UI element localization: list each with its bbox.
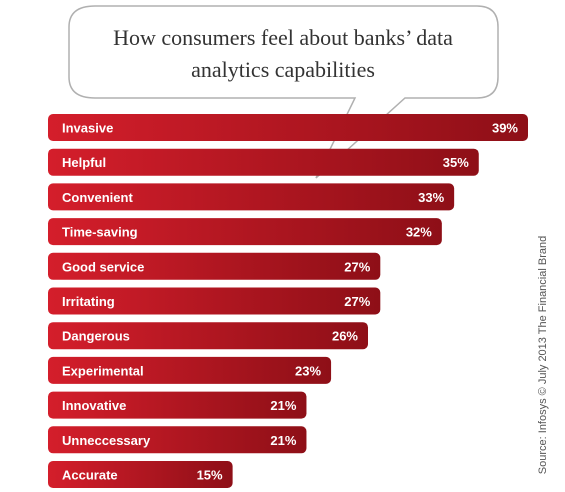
category-label: Accurate [62,468,118,483]
bar-time-saving [48,218,442,246]
bar-good-service [48,252,381,280]
category-label: Convenient [62,190,133,205]
bar-unneccessary [48,426,307,454]
category-label: Dangerous [62,329,130,344]
category-label: Irritating [62,294,115,309]
chart-title-line-2: analytics capabilities [191,57,375,82]
bar-irritating [48,287,381,315]
category-label: Unneccessary [62,433,151,448]
category-label: Experimental [62,363,144,378]
value-label: 26% [332,329,358,344]
value-label: 32% [406,225,432,240]
category-label: Invasive [62,121,113,136]
value-label: 15% [197,468,223,483]
category-label: Helpful [62,155,106,170]
value-label: 21% [270,398,296,413]
value-label: 33% [418,190,444,205]
bar-innovative [48,391,307,419]
source-note: Source: Infosys © July 2013 The Financia… [537,236,549,474]
value-label: 21% [270,433,296,448]
value-label: 39% [492,121,518,136]
bar-accurate [48,461,233,488]
category-label: Time-saving [62,225,138,240]
bar-experimental [48,356,332,384]
category-label: Innovative [62,398,126,413]
bar-dangerous [48,322,368,350]
value-label: 27% [344,294,370,309]
value-label: 35% [443,155,469,170]
bar-helpful [48,148,479,176]
bar-series: Invasive 39% Helpful 35% Convenient 33% Time-s… [48,114,528,488]
value-label: 27% [344,259,370,274]
bar-convenient [48,183,455,211]
value-label: 23% [295,363,321,378]
chart-title-line-1: How consumers feel about banks’ data [113,25,453,50]
bar-invasive [48,114,528,141]
category-label: Good service [62,259,144,274]
